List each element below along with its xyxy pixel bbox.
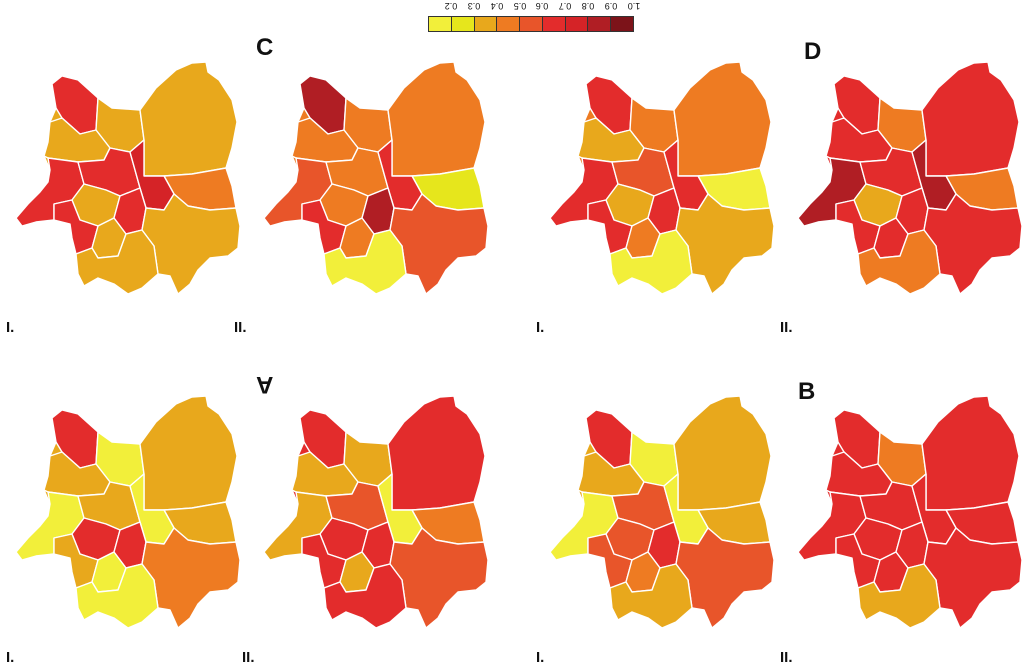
map-sublabel: II. — [780, 649, 793, 666]
legend-tick-labels: 0.2 0.3 0.4 0.5 0.6 0.7 0.8 0.9 1.0 — [428, 0, 641, 14]
region-south — [609, 229, 693, 295]
panel-letter: D — [804, 38, 822, 65]
choropleth-map — [797, 395, 1023, 629]
choropleth-map — [797, 61, 1023, 295]
choropleth-map — [15, 61, 241, 295]
map-sublabel: I. — [536, 319, 545, 336]
region-northeast — [673, 61, 772, 177]
region-southeast — [141, 193, 241, 295]
legend-swatch — [520, 17, 543, 31]
choropleth-map — [549, 395, 775, 629]
color-scale-legend: 0.2 0.3 0.4 0.5 0.6 0.7 0.8 0.9 1.0 — [428, 0, 641, 32]
region-southeast — [923, 527, 1023, 629]
region-southeast — [675, 193, 775, 295]
region-northeast — [673, 395, 772, 511]
region-northeast — [387, 395, 486, 511]
region-southeast — [675, 527, 775, 629]
legend-tick-label: 0.5 — [513, 1, 526, 11]
legend-tick-label: 0.6 — [536, 1, 549, 11]
region-southeast — [389, 527, 489, 629]
region-south — [323, 563, 407, 629]
legend-swatch — [542, 17, 566, 31]
region-southeast — [389, 193, 489, 295]
legend-tick-label: 0.7 — [559, 1, 572, 11]
panel-letter: B — [798, 378, 816, 405]
legend-tick-label: 0.3 — [467, 1, 481, 11]
choropleth-map — [15, 395, 241, 629]
region-southeast — [923, 193, 1023, 295]
panel-letter: C — [256, 34, 274, 61]
map-sublabel: I. — [6, 649, 15, 666]
legend-swatch — [611, 17, 634, 31]
legend-swatch — [565, 17, 589, 31]
region-south — [857, 229, 941, 295]
legend-tick-label: 1.0 — [627, 1, 641, 11]
legend-tick-label: 0.2 — [444, 1, 458, 11]
region-south — [75, 563, 159, 629]
legend-tick-label: 0.4 — [490, 1, 503, 11]
region-south — [75, 229, 159, 295]
region-northeast — [139, 395, 238, 511]
legend-tick-label: 0.9 — [604, 1, 618, 11]
region-south — [609, 563, 693, 629]
legend-swatch — [588, 17, 612, 31]
region-northeast — [139, 61, 238, 177]
region-south — [323, 229, 407, 295]
choropleth-map — [263, 395, 489, 629]
choropleth-map — [263, 61, 489, 295]
map-sublabel: I. — [6, 319, 15, 336]
legend-swatch — [451, 17, 475, 31]
map-sublabel: II. — [234, 319, 247, 336]
region-northeast — [387, 61, 486, 177]
legend-color-bar — [428, 16, 634, 32]
map-sublabel: I. — [536, 649, 545, 666]
choropleth-map — [549, 61, 775, 295]
legend-swatch — [497, 17, 521, 31]
legend-swatch — [474, 17, 498, 31]
region-south — [857, 563, 941, 629]
region-northeast — [921, 395, 1020, 511]
map-sublabel: II. — [242, 649, 255, 666]
map-sublabel: II. — [780, 319, 793, 336]
legend-tick-label: 0.8 — [581, 1, 595, 11]
region-southeast — [141, 527, 241, 629]
legend-swatch — [429, 17, 452, 31]
region-northeast — [921, 61, 1020, 177]
